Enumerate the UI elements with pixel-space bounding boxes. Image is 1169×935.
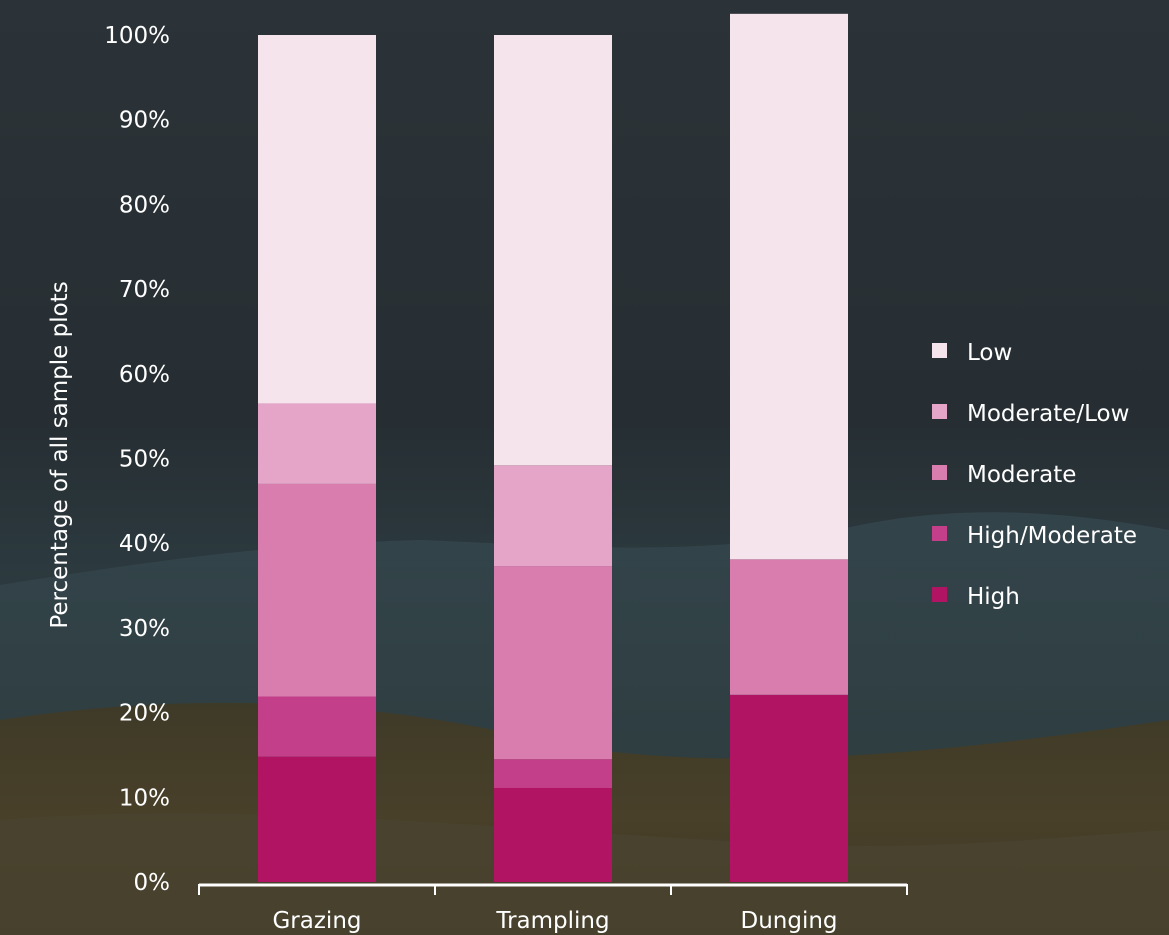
- x-tick-label-grazing: Grazing: [272, 908, 361, 934]
- x-tick-label-trampling: Trampling: [495, 908, 609, 934]
- y-axis-title: Percentage of all sample plots: [47, 281, 73, 628]
- legend-label-low: Low: [967, 340, 1012, 366]
- bar-segment-dunging-moderate: [730, 559, 848, 695]
- bar-segment-trampling-moderate: [494, 566, 612, 760]
- bar-segment-dunging-low: [730, 13, 848, 560]
- y-tick-label: 40%: [119, 531, 170, 557]
- legend-label-moderate: Moderate: [967, 462, 1076, 488]
- bar-segment-trampling-low: [494, 35, 612, 466]
- legend: Low Moderate/Low Moderate High/Moderate High: [932, 340, 1137, 610]
- bar-segment-grazing-moderate: [258, 483, 376, 697]
- bar-segment-dunging-high: [730, 694, 848, 882]
- legend-swatch-high-moderate: [932, 526, 947, 541]
- legend-label-high-moderate: High/Moderate: [967, 523, 1137, 549]
- bar-segment-trampling-moderate-low: [494, 465, 612, 567]
- legend-swatch-high: [932, 587, 947, 602]
- y-tick-label: 80%: [119, 192, 170, 218]
- y-axis: 0% 10% 20% 30% 40% 50% 60% 70% 80% 90% 100%: [104, 23, 170, 896]
- legend-swatch-moderate-low: [932, 404, 947, 419]
- bar-segment-grazing-high: [258, 756, 376, 882]
- legend-label-high: High: [967, 584, 1020, 610]
- y-tick-label: 70%: [119, 277, 170, 303]
- legend-swatch-low: [932, 343, 947, 358]
- y-tick-label: 50%: [119, 447, 170, 473]
- legend-swatch-moderate: [932, 465, 947, 480]
- bar-segment-trampling-high: [494, 787, 612, 882]
- bar-segment-trampling-high-moderate: [494, 759, 612, 788]
- y-tick-label: 0%: [134, 870, 171, 896]
- y-tick-label: 100%: [104, 23, 170, 49]
- legend-label-moderate-low: Moderate/Low: [967, 401, 1129, 427]
- y-tick-label: 60%: [119, 362, 170, 388]
- y-tick-label: 90%: [119, 108, 170, 134]
- y-tick-label: 10%: [119, 785, 170, 811]
- bar-segment-grazing-high-moderate: [258, 696, 376, 757]
- bar-segment-grazing-low: [258, 35, 376, 404]
- x-tick-label-dunging: Dunging: [740, 908, 837, 934]
- bar-segment-grazing-moderate-low: [258, 403, 376, 484]
- bars-group: [258, 13, 848, 882]
- y-tick-label: 30%: [119, 616, 170, 642]
- x-axis: Grazing Trampling Dunging: [198, 883, 908, 934]
- y-tick-label: 20%: [119, 701, 170, 727]
